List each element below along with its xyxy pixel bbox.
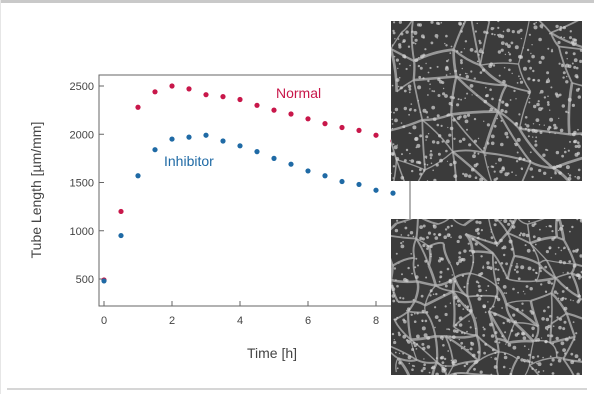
- y-tick-label: 2500: [70, 81, 94, 93]
- data-point-inhibitor: [271, 155, 277, 161]
- data-point-normal: [118, 208, 124, 215]
- y-tick-label: 2000: [70, 129, 94, 141]
- data-point-normal: [169, 83, 175, 89]
- data-point-normal: [152, 89, 158, 95]
- series-label-normal: Normal: [276, 85, 321, 101]
- x-axis-title: Time [h]: [247, 345, 297, 361]
- frame-top-border: [0, 0, 594, 3]
- data-point-inhibitor: [390, 190, 396, 196]
- x-tick-label: 6: [305, 315, 311, 327]
- x-tick-label: 0: [101, 315, 107, 327]
- data-point-normal: [220, 94, 226, 100]
- data-point-normal: [203, 92, 209, 98]
- data-point-inhibitor: [339, 178, 345, 185]
- frame-left-border: [0, 0, 1, 394]
- data-point-inhibitor: [288, 161, 294, 167]
- series-label-inhibitor: Inhibitor: [164, 153, 214, 169]
- data-point-inhibitor: [101, 278, 107, 284]
- data-point-inhibitor: [186, 134, 192, 140]
- data-point-inhibitor: [203, 132, 209, 138]
- data-point-inhibitor: [254, 149, 260, 155]
- data-point-inhibitor: [169, 136, 175, 142]
- data-point-inhibitor: [373, 187, 379, 193]
- data-point-inhibitor: [305, 168, 311, 174]
- data-point-inhibitor: [356, 181, 362, 188]
- data-point-normal: [135, 104, 141, 110]
- data-point-inhibitor: [322, 173, 328, 179]
- frame-bottom-border: [7, 388, 587, 390]
- microscopy-image-normal: [391, 21, 582, 181]
- x-tick-label: 4: [237, 315, 243, 327]
- data-point-normal: [288, 111, 294, 117]
- y-tick-label: 500: [76, 274, 94, 286]
- data-point-normal: [186, 86, 192, 92]
- y-tick-label: 1000: [70, 226, 94, 238]
- plot-area-frame: [98, 74, 411, 307]
- data-point-normal: [339, 124, 345, 131]
- data-point-inhibitor: [135, 173, 141, 179]
- data-point-inhibitor: [237, 143, 243, 149]
- data-point-normal: [356, 127, 362, 133]
- x-tick-label: 2: [169, 315, 175, 327]
- data-point-normal: [322, 121, 328, 127]
- data-point-inhibitor: [220, 138, 226, 144]
- data-point-inhibitor: [152, 147, 158, 153]
- y-tick-label: 1500: [70, 178, 94, 190]
- data-point-normal: [305, 116, 311, 122]
- data-point-inhibitor: [118, 232, 124, 239]
- y-axis-title: Tube Length [µm/mm]: [28, 122, 44, 259]
- data-point-normal: [254, 102, 260, 108]
- x-tick-label: 8: [373, 315, 379, 327]
- data-point-normal: [271, 107, 277, 113]
- microscopy-image-inhibitor: [391, 219, 582, 375]
- data-point-normal: [373, 132, 379, 138]
- data-point-normal: [237, 96, 243, 103]
